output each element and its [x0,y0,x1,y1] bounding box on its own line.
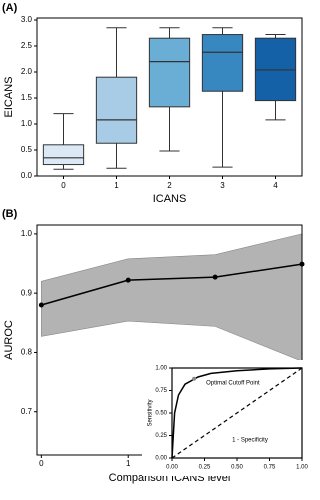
box [42,144,85,166]
y-axis-label: Sensitivity [148,399,154,426]
box [148,37,191,108]
annotation: Optimal Cutoff Point [206,380,260,386]
y-tick-label: 1.5 [21,93,33,102]
x-tick-label: 1.00 [296,465,308,471]
y-axis-label: AUROC [3,320,15,360]
y-tick-label: 2.5 [21,41,33,50]
roc-curve [171,367,303,459]
x-tick-label: 1 [114,181,119,190]
y-tick-label: 1.0 [21,119,33,128]
point [212,274,218,280]
plot-frame [171,367,303,459]
x-tick-label: 0.50 [231,465,243,471]
panel-label: (B) [2,208,18,220]
y-tick-label: 0.5 [21,145,33,154]
x-tick-label: 0.25 [199,465,211,471]
x-tick-label: 2 [167,181,172,190]
y-tick-label: 0.9 [21,288,33,297]
figure: (A) 0.0 0.5 1.0 1.5 2.0 2.5 3.0 0 1 2 3 4 ICANS EICANS… [2,2,308,484]
inset-background [142,360,308,476]
y-tick-label: 3.0 [21,15,33,24]
x-tick-label: 3 [220,181,225,190]
x-axis-label: ICANS [153,193,187,205]
y-tick-label: 2.0 [21,67,33,76]
x-tick-label: 0.75 [264,465,276,471]
y-tick-label: 0.25 [155,433,167,439]
box [201,34,244,92]
line [41,263,303,306]
y-tick-label: 0.00 [155,456,167,462]
x-axis-label: 1 - Specificity [232,438,268,444]
y-tick-label: 0.7 [21,407,33,416]
point [125,277,131,283]
cutoff-point [192,376,197,381]
x-tick-label: 0.00 [166,465,178,471]
x-tick-label: 4 [273,181,278,190]
y-tick-label: 0.75 [155,388,167,394]
x-tick-label: 0 [61,181,66,190]
confidence-band [41,233,303,362]
y-tick-label: 0.0 [21,171,33,180]
y-axis-label: EICANS [3,77,15,118]
y-tick-label: 0.50 [155,411,167,417]
box [95,76,138,144]
y-tick-label: 0.8 [21,348,33,357]
x-tick-label: 0 [39,459,44,468]
chance-line [171,367,303,459]
x-tick-label: 1 [126,459,131,468]
point [38,302,44,308]
y-tick-label: 1.0 [21,229,33,238]
plot-frame [36,17,303,177]
y-tick-label: 1.00 [155,366,167,372]
panel-label: (A) [2,2,18,14]
